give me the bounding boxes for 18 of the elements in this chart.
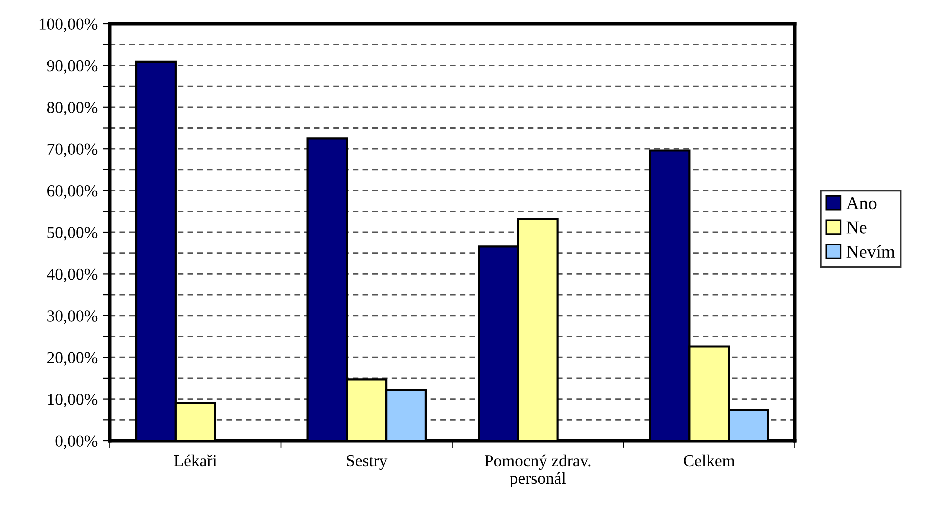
- y-tick-label: 100,00%: [40, 18, 98, 32]
- legend-label: Ano: [846, 198, 877, 210]
- legend-label: Nevím: [846, 245, 896, 258]
- y-tick-label: 80,00%: [47, 102, 98, 116]
- legend-label: Ne: [846, 222, 867, 234]
- y-tick-label: 10,00%: [48, 394, 98, 408]
- y-tick-label: 30,00%: [48, 310, 98, 324]
- y-tick-label: 40,00%: [47, 268, 98, 283]
- y-tick-label: 70,00%: [48, 144, 98, 158]
- x-tick-label: Lékaři: [174, 454, 218, 467]
- y-tick-label: 60,00%: [48, 186, 98, 200]
- y-tick-label: 50,00%: [48, 227, 98, 241]
- y-tick-label: 0,00%: [56, 436, 98, 450]
- x-tick-label: Sestry: [347, 455, 388, 470]
- y-tick-label: 20,00%: [48, 352, 98, 366]
- y-tick-label: 90,00%: [47, 60, 98, 74]
- x-tick-label: Celkem: [684, 454, 736, 467]
- x-tick-label: Pomocný zdrav. personál: [484, 454, 591, 488]
